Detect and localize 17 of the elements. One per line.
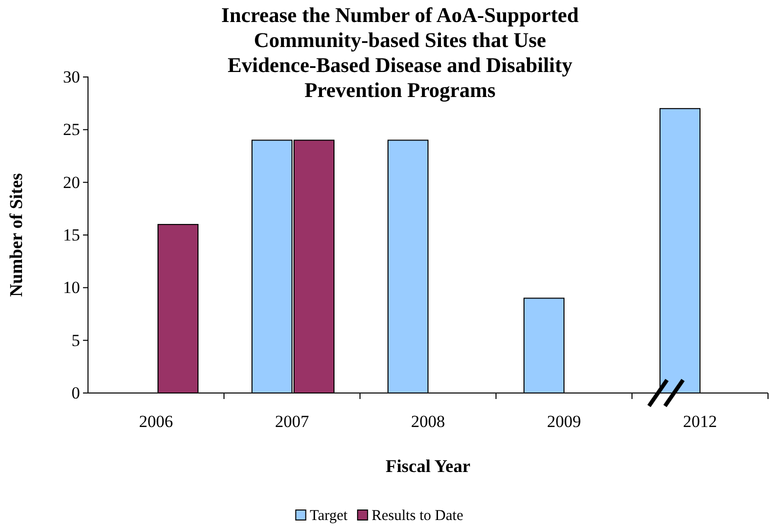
y-tick-label: 25 [63,120,80,140]
x-tick-label: 2012 [683,412,717,432]
legend-label: Target [310,508,348,524]
y-tick-label: 0 [72,383,80,402]
chart-title: Increase the Number of AoA-Supported Community-based Sites that Use Evidence-Based Disease and Disability Prevention Programs [221,3,580,102]
y-tick-label: 30 [63,67,80,86]
y-tick-label: 20 [63,172,80,192]
y-tick-label: 15 [63,225,80,244]
x-tick-label: 2007 [275,412,310,432]
x-tick-label: 2006 [139,412,173,432]
y-tick-label: 10 [63,278,80,298]
x-axis-title: Fiscal Year [386,456,470,476]
y-axis-title: Number of Sites [6,173,26,297]
y-tick-label: 5 [72,330,80,350]
x-tick-label: 2008 [411,412,445,432]
legend-label: Results to Date [372,508,464,524]
x-tick-label: 2009 [547,412,581,432]
